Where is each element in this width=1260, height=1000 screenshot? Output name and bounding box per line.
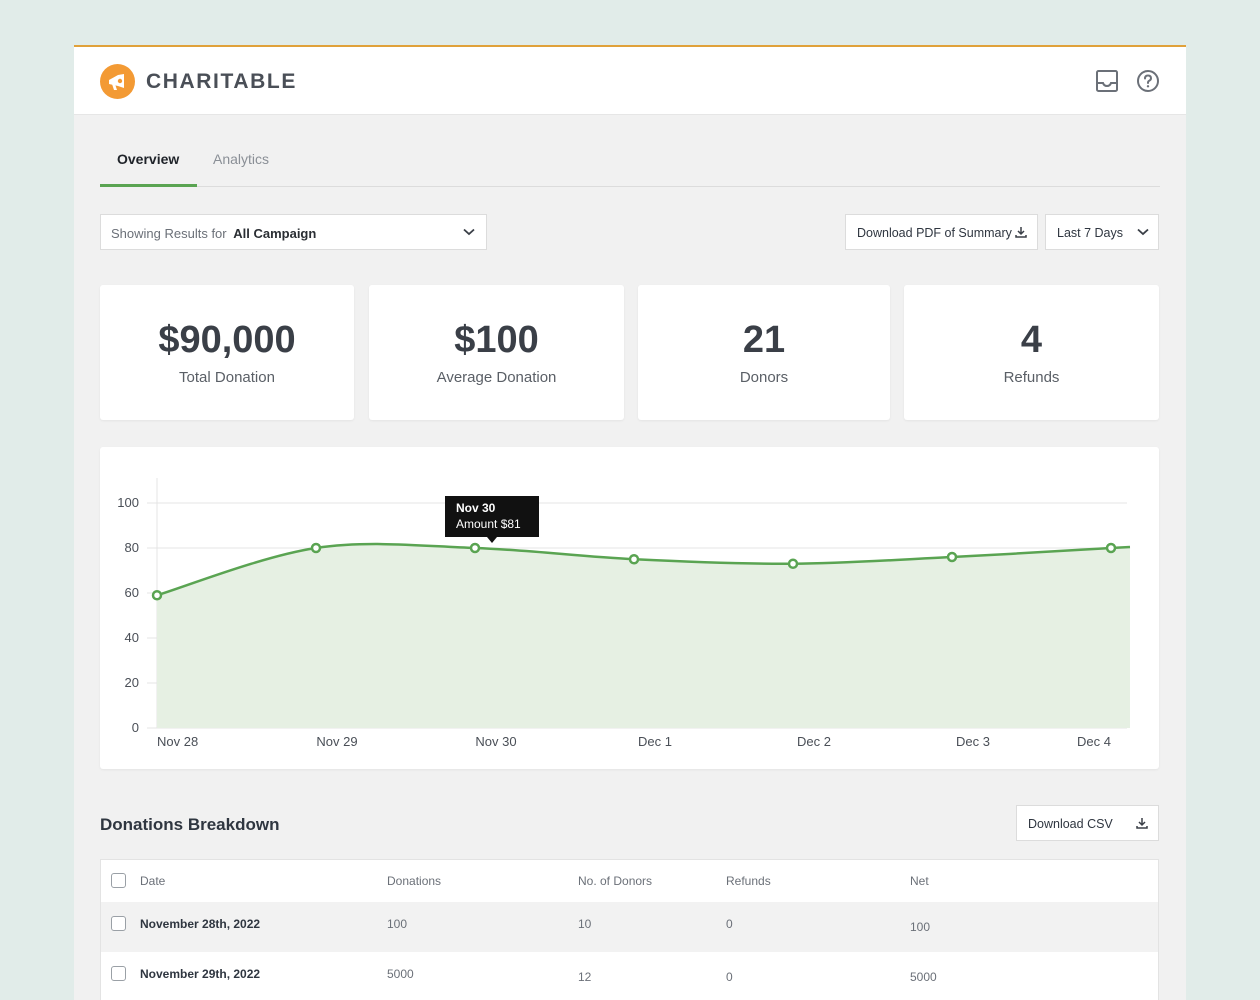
table-header-row: Date Donations No. of Donors Refunds Net	[101, 860, 1158, 902]
y-tick-label: 80	[125, 540, 139, 555]
stat-card-total-donation: $90,000 Total Donation	[100, 285, 354, 420]
tab-overview[interactable]: Overview	[117, 151, 180, 167]
y-tick-label: 100	[117, 495, 139, 510]
stat-label: Total Donation	[179, 369, 275, 386]
data-point-nov-29[interactable]	[310, 542, 322, 554]
stat-label: Refunds	[1003, 369, 1060, 386]
filter-prefix: Showing Results for	[111, 226, 227, 241]
x-tick-label: Dec 3	[956, 734, 990, 749]
brand-name: CHARITABLE	[146, 70, 297, 93]
column-header-net: Net	[910, 874, 929, 888]
y-tick-label: 20	[125, 675, 139, 690]
x-tick-label: Dec 2	[797, 734, 831, 749]
table-row: November 29th, 2022 5000 12 0 5000	[101, 952, 1158, 1000]
stat-value: $90,000	[158, 319, 296, 361]
y-tick-label: 60	[125, 585, 139, 600]
cell-date: November 29th, 2022	[140, 967, 261, 981]
chevron-down-icon	[1137, 228, 1149, 236]
cell-refunds: 0	[726, 917, 733, 931]
help-icon[interactable]	[1136, 69, 1160, 93]
donations-area-chart: 0 20 40 60 80 100 Nov 28 Nov 29 Nov 30 Dec 1 Dec 2…	[117, 478, 1131, 749]
tooltip-arrow	[487, 537, 497, 543]
cell-net: 100	[910, 920, 931, 934]
x-tick-label: Nov 28	[157, 734, 198, 749]
download-icon	[1015, 227, 1027, 238]
tooltip-title: Nov 30	[456, 501, 496, 515]
data-point-nov-30[interactable]	[469, 542, 481, 554]
x-tick-label: Dec 4	[1077, 734, 1111, 749]
stat-value: 4	[1020, 319, 1043, 361]
donations-breakdown-title: Donations Breakdown	[100, 815, 280, 834]
row-checkbox[interactable]	[111, 916, 126, 931]
x-tick-label: Nov 30	[475, 734, 516, 749]
download-csv-label: Download CSV	[1028, 817, 1113, 831]
data-point-dec-1[interactable]	[628, 554, 640, 565]
stat-card-donors: 21 Donors	[638, 285, 890, 420]
filter-value: All Campaign	[233, 226, 317, 241]
data-point-dec-2[interactable]	[787, 558, 799, 569]
chart-tooltip: Nov 30 Amount $81	[445, 496, 539, 537]
stat-value: $100	[454, 319, 539, 361]
cell-donations: 100	[387, 917, 408, 931]
column-header-donors: No. of Donors	[578, 874, 653, 888]
campaign-select[interactable]: Showing Results for All Campaign	[100, 214, 487, 250]
stat-card-refunds: 4 Refunds	[904, 285, 1159, 420]
chevron-down-icon	[463, 228, 475, 236]
column-header-date: Date	[140, 874, 166, 888]
app-header: CHARITABLE	[74, 47, 1186, 115]
campaign-select-label: Showing Results for All Campaign	[111, 226, 316, 241]
data-point-dec-3[interactable]	[946, 551, 958, 563]
active-tab-indicator	[100, 184, 197, 187]
x-tick-label: Dec 1	[638, 734, 672, 749]
tab-analytics[interactable]: Analytics	[213, 151, 270, 167]
stat-label: Average Donation	[436, 369, 557, 386]
row-checkbox[interactable]	[111, 966, 126, 981]
download-pdf-button[interactable]: Download PDF of Summary	[845, 214, 1038, 250]
date-range-label: Last 7 Days	[1057, 226, 1124, 240]
stat-value: 21	[742, 319, 786, 361]
date-range-select[interactable]: Last 7 Days	[1045, 214, 1159, 250]
stat-label: Donors	[739, 369, 789, 386]
inbox-icon[interactable]	[1095, 69, 1119, 93]
stat-card-average-donation: $100 Average Donation	[369, 285, 624, 420]
download-pdf-label: Download PDF of Summary	[857, 226, 1012, 240]
download-csv-button[interactable]: Download CSV	[1016, 805, 1159, 841]
download-icon	[1136, 818, 1148, 829]
cell-donors: 10	[578, 917, 592, 931]
series-area-fill	[157, 544, 1130, 728]
tab-bar: Overview Analytics	[100, 129, 1160, 187]
table-row: November 28th, 2022 100 10 0 100	[101, 902, 1158, 952]
column-header-refunds: Refunds	[726, 874, 771, 888]
y-tick-label: 0	[132, 720, 139, 735]
column-header-donations: Donations	[387, 874, 442, 888]
donations-breakdown-table: Date Donations No. of Donors Refunds Net…	[100, 859, 1159, 1000]
cell-donors: 12	[578, 970, 592, 984]
cell-refunds: 0	[726, 970, 733, 984]
donations-chart-card: 0 20 40 60 80 100 Nov 28 Nov 29 Nov 30 Dec 1 Dec 2…	[100, 447, 1159, 769]
x-tick-label: Nov 29	[316, 734, 357, 749]
cell-date: November 28th, 2022	[140, 917, 261, 931]
data-point-dec-4[interactable]	[1105, 542, 1117, 554]
data-point-nov-28[interactable]	[151, 590, 163, 601]
cell-donations: 5000	[387, 967, 414, 981]
app-window: CHARITABLE Overview Analytics Showing Re…	[74, 45, 1186, 1000]
tooltip-text: Amount $81	[456, 517, 521, 531]
select-all-checkbox[interactable]	[111, 873, 126, 888]
cell-net: 5000	[910, 970, 937, 984]
megaphone-logo-icon	[100, 64, 135, 99]
y-tick-label: 40	[125, 630, 139, 645]
